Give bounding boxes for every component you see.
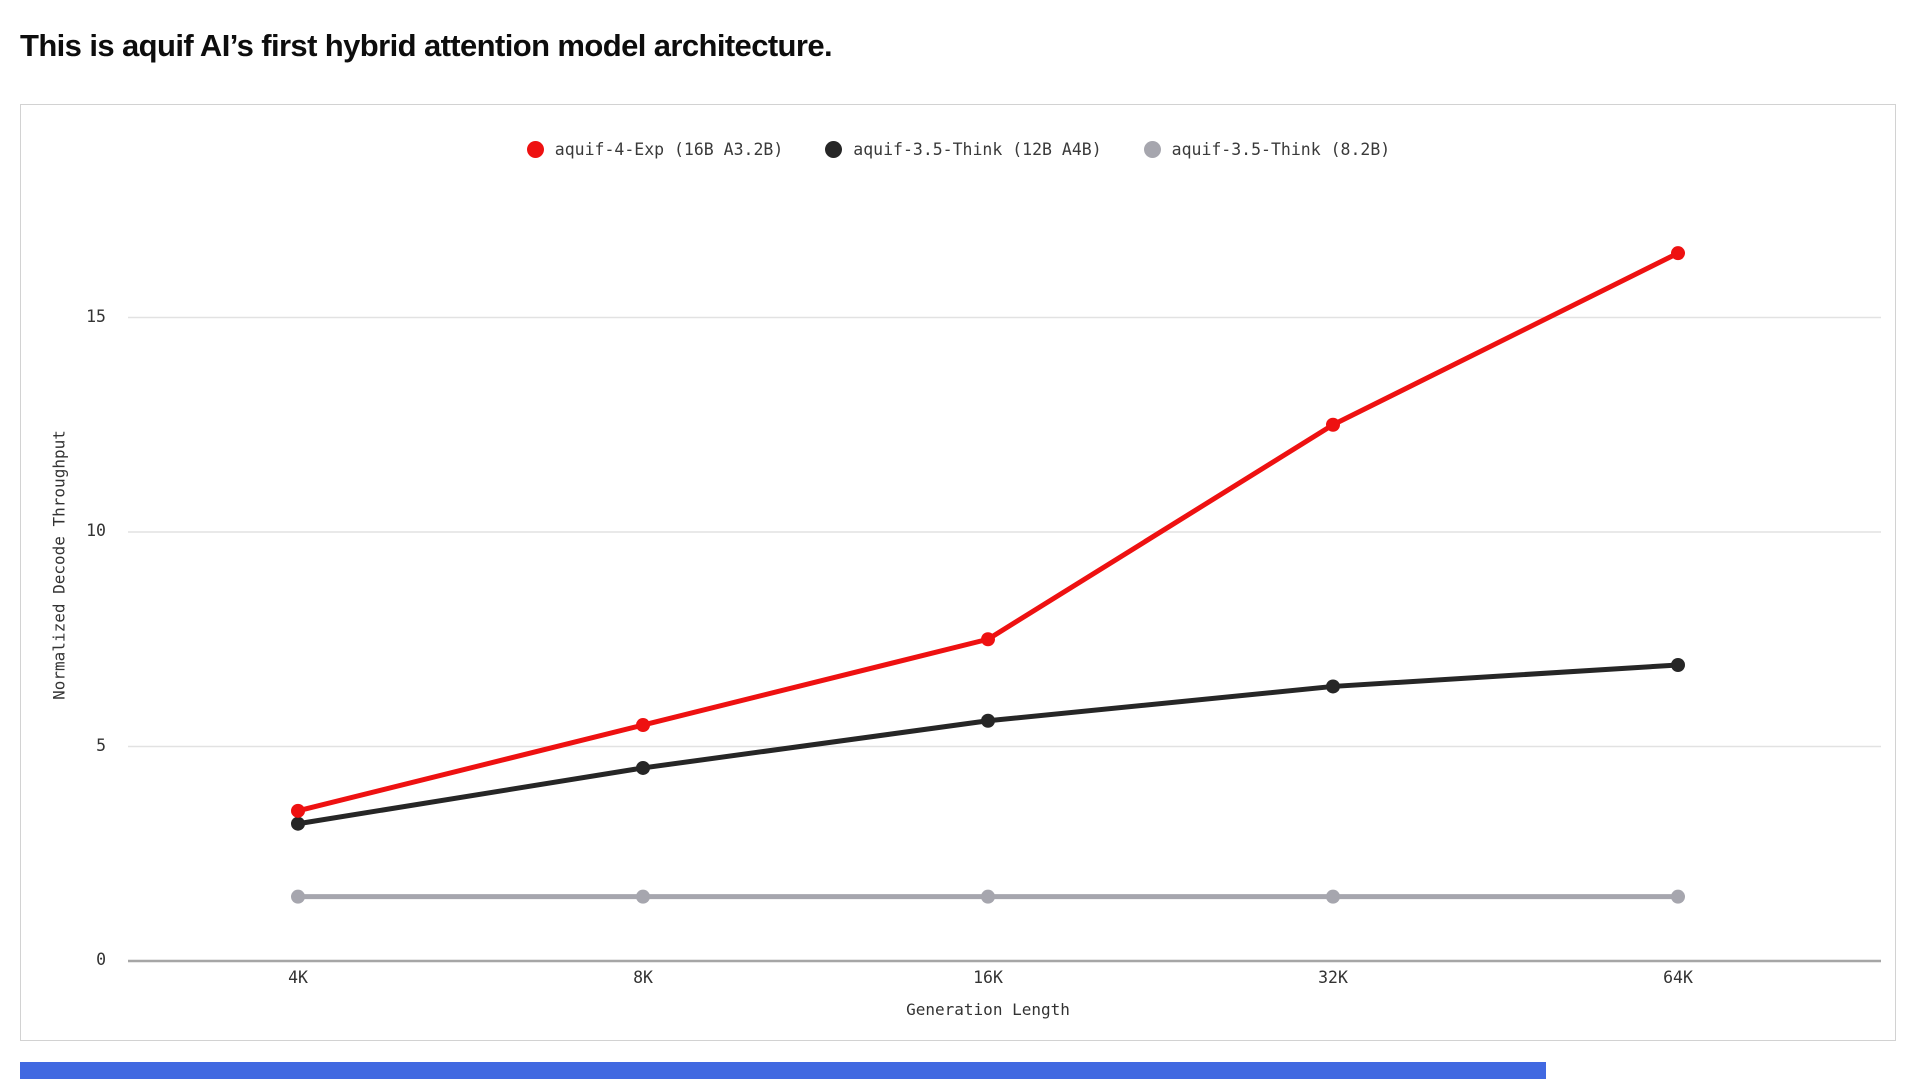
data-point-marker: [981, 889, 995, 904]
data-point-marker: [291, 816, 305, 831]
y-axis-title: Normalized Decode Throughput: [49, 430, 69, 700]
y-tick-label: 15: [86, 306, 106, 326]
legend-dot-icon: [526, 141, 544, 158]
legend-dot-icon: [825, 141, 843, 158]
data-point-marker: [291, 889, 305, 904]
x-axis-title: Generation Length: [906, 1000, 1070, 1019]
legend-label: aquif-3.5-Think (8.2B): [1171, 140, 1391, 159]
data-point-marker: [1326, 679, 1340, 694]
x-tick-label: 64K: [1663, 968, 1693, 987]
chart-legend: aquif-4-Exp (16B A3.2B) aquif-3.5-Think (…: [20, 140, 1897, 159]
data-point-marker: [1326, 417, 1340, 432]
legend-item: aquif-3.5-Think (8.2B): [1143, 140, 1391, 159]
x-tick-label: 16K: [973, 968, 1003, 987]
data-point-marker: [1326, 889, 1340, 904]
data-point-marker: [636, 718, 650, 733]
data-point-marker: [291, 803, 305, 818]
bottom-accent-bar: [20, 1062, 1546, 1079]
data-point-marker: [1671, 889, 1685, 904]
x-tick-label: 32K: [1318, 968, 1348, 987]
y-tick-label: 10: [86, 521, 106, 540]
legend-dot-icon: [1143, 141, 1161, 158]
data-point-marker: [981, 632, 995, 647]
y-tick-label: 5: [96, 735, 106, 755]
chart-panel: [20, 104, 1896, 1041]
legend-label: aquif-4-Exp (16B A3.2B): [554, 140, 784, 159]
data-point-marker: [636, 889, 650, 904]
legend-item: aquif-4-Exp (16B A3.2B): [526, 140, 784, 159]
y-tick-label: 0: [96, 950, 106, 969]
data-point-marker: [1671, 657, 1685, 672]
legend-item: aquif-3.5-Think (12B A4B): [825, 140, 1102, 159]
x-tick-label: 8K: [633, 968, 653, 987]
data-point-marker: [981, 713, 995, 728]
series-line: [295, 662, 1681, 827]
data-point-marker: [1671, 246, 1685, 261]
x-tick-label: 4K: [288, 968, 308, 987]
legend-label: aquif-3.5-Think (12B A4B): [853, 140, 1102, 159]
data-point-marker: [636, 760, 650, 775]
page-title: This is aquif AI’s first hybrid attentio…: [20, 28, 833, 63]
